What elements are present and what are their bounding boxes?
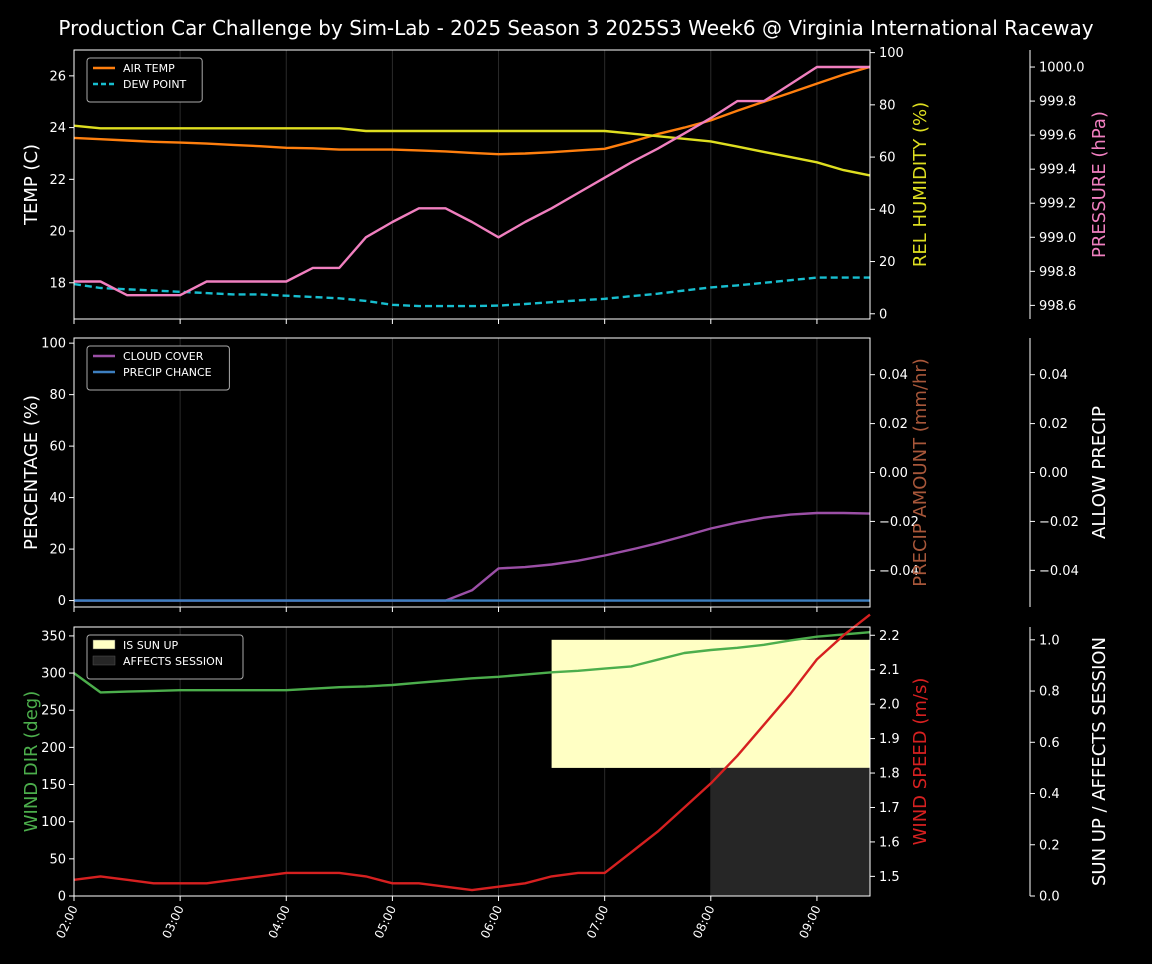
legend-label: AFFECTS SESSION [123, 655, 223, 668]
series-line-wind-speed [73, 613, 871, 892]
chart-panel-2: 0 20 40 60 80 100 −0.04 −0.02 0.00 0.02 0.04 −0.04 −… [21, 337, 1110, 612]
right2-tick-label: 0.8 [1039, 685, 1060, 700]
right2-tick-label: 0.0 [1039, 890, 1060, 905]
legend-label: AIR TEMP [123, 62, 175, 75]
chart-panel-3: 0 50 100 150 200 250 300 350 1.5 1.6 1.7 1.8 1.9 2.0 2… [21, 613, 1110, 941]
legend-label: DEW POINT [123, 78, 187, 91]
chart-panel-1: 18 20 22 24 26 0 20 40 60 80 100 998.6 998.8 999.0 999… [21, 46, 1110, 324]
right1-tick-label: 60 [879, 151, 896, 166]
right2-tick-label: 0.2 [1039, 838, 1060, 853]
series-line-dew-point [73, 276, 870, 308]
series-line-air-temp [73, 65, 871, 156]
plot-frame [73, 626, 871, 897]
right2-tick-label: 1.0 [1039, 633, 1060, 648]
right1-tick-label: 80 [879, 98, 896, 113]
right1-tick-label: 1.7 [879, 801, 900, 816]
left-axis-label: PERCENTAGE (%) [21, 395, 42, 550]
right2-tick-label: 999.8 [1039, 95, 1076, 110]
right2-tick-label: 0.00 [1039, 466, 1068, 481]
right2-tick-label: 998.8 [1039, 265, 1076, 280]
left-tick-label: 350 [41, 629, 66, 644]
right1-tick-label: 1.5 [879, 870, 900, 885]
left-axis-label: TEMP (C) [21, 144, 42, 226]
left-tick-label: 0 [58, 890, 66, 905]
left-tick-label: 20 [49, 543, 66, 558]
right1-tick-label: −0.02 [879, 515, 919, 530]
right2-tick-label: 0.02 [1039, 417, 1068, 432]
right1-tick-label: 20 [879, 255, 896, 270]
right2-tick-label: −0.04 [1039, 564, 1079, 579]
left-tick-label: 20 [49, 225, 66, 240]
left-tick-label: 250 [41, 704, 66, 719]
right2-tick-label: 0.4 [1039, 787, 1060, 802]
right2-axis-label: PRESSURE (hPa) [1089, 111, 1110, 258]
right1-tick-label: −0.04 [879, 564, 919, 579]
legend-label: PRECIP CHANCE [123, 366, 212, 379]
legend-box [86, 634, 244, 680]
right1-tick-label: 2.2 [879, 629, 900, 644]
left-tick-label: 300 [41, 667, 66, 682]
right1-tick-label: 1.8 [879, 767, 900, 782]
right2-tick-label: 999.4 [1039, 163, 1076, 178]
legend-box [86, 57, 203, 103]
right2-tick-label: 999.6 [1039, 129, 1076, 144]
right1-tick-label: 1.9 [879, 732, 900, 747]
plot-frame [73, 49, 871, 320]
right2-axis-label: ALLOW PRECIP [1089, 406, 1110, 539]
right2-tick-label: −0.02 [1039, 515, 1079, 530]
right1-tick-label: 0.00 [879, 466, 908, 481]
left-tick-label: 60 [49, 440, 66, 455]
legend-swatch [92, 639, 116, 650]
right2-tick-label: 1000.0 [1039, 61, 1085, 76]
left-tick-label: 200 [41, 741, 66, 756]
right2-tick-label: 0.04 [1039, 368, 1068, 383]
left-tick-label: 50 [49, 852, 66, 867]
right2-tick-label: 0.6 [1039, 736, 1060, 751]
left-tick-label: 26 [49, 69, 66, 84]
right1-tick-label: 1.6 [879, 835, 900, 850]
legend-label: IS SUN UP [123, 639, 179, 652]
right1-tick-label: 0 [879, 307, 887, 322]
right1-tick-label: 100 [879, 46, 904, 61]
right2-axis-label: SUN UP / AFFECTS SESSION [1089, 637, 1110, 886]
left-tick-label: 150 [41, 778, 66, 793]
right1-tick-label: 0.02 [879, 417, 908, 432]
series-line-rel-humidity [73, 124, 871, 177]
right1-tick-label: 2.0 [879, 698, 900, 713]
left-tick-label: 100 [41, 815, 66, 830]
left-tick-label: 24 [49, 121, 66, 136]
right1-tick-label: 40 [879, 203, 896, 218]
left-tick-label: 22 [49, 173, 66, 188]
left-tick-label: 40 [49, 491, 66, 506]
left-tick-label: 0 [58, 594, 66, 609]
right2-tick-label: 999.0 [1039, 231, 1076, 246]
right1-axis-label: WIND SPEED (m/s) [910, 678, 931, 846]
left-tick-label: 80 [49, 388, 66, 403]
region-is-sun-up [551, 639, 870, 768]
right2-tick-label: 998.6 [1039, 299, 1076, 314]
right2-tick-label: 999.2 [1039, 197, 1076, 212]
right1-axis-label: REL HUMIDITY (%) [910, 102, 931, 267]
series-line-pressure [74, 65, 870, 297]
right1-axis-label: PRECIP AMOUNT (mm/hr) [910, 358, 931, 587]
left-tick-label: 18 [49, 276, 66, 291]
legend-box [86, 345, 230, 391]
left-axis-label: WIND DIR (deg) [21, 691, 42, 833]
legend-swatch [92, 655, 116, 666]
series-line-wind-dir [73, 631, 871, 694]
region-affects-session [710, 767, 870, 896]
right1-tick-label: 0.04 [879, 368, 908, 383]
chart-title: Production Car Challenge by Sim-Lab - 20… [58, 16, 1093, 40]
legend-label: CLOUD COVER [123, 350, 204, 363]
right1-tick-label: 2.1 [879, 663, 900, 678]
left-tick-label: 100 [41, 337, 66, 352]
